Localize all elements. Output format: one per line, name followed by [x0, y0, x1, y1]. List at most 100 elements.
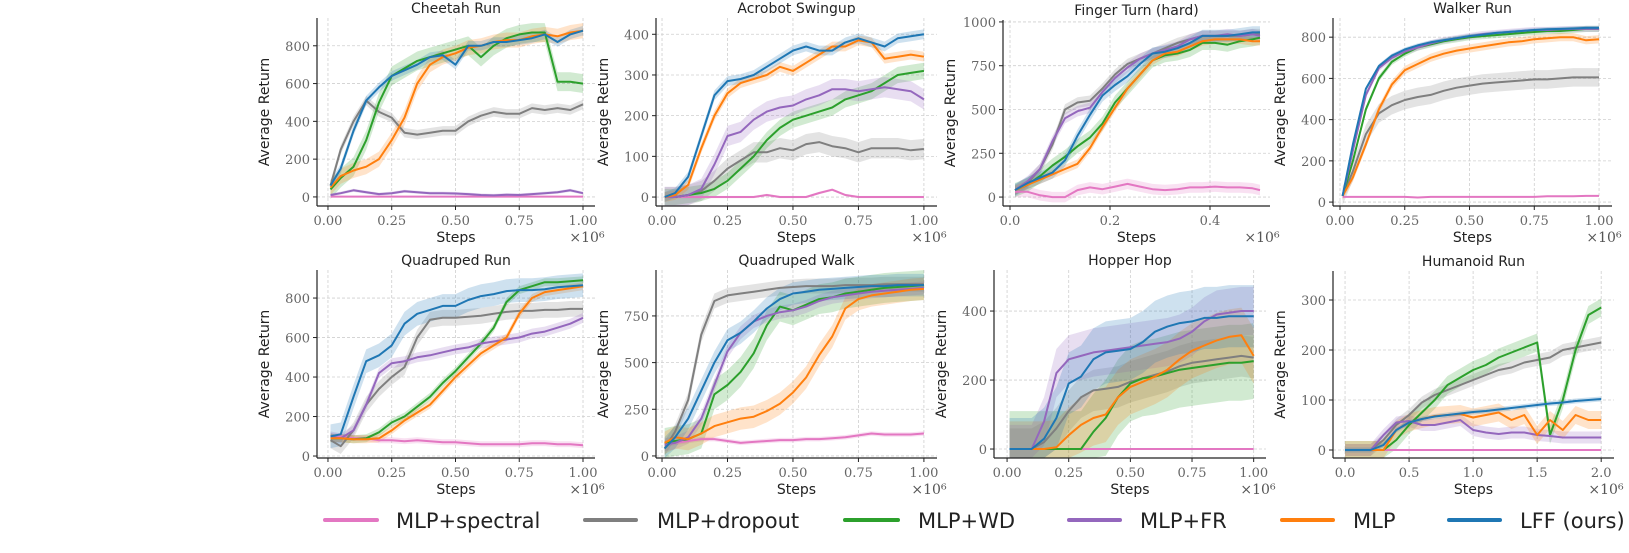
x-tick-label: 0.50 [441, 214, 470, 229]
x-tick-label: 0.0 [1000, 214, 1021, 229]
series-line-3 [330, 189, 584, 197]
y-axis-label: Average Return [596, 310, 612, 418]
y-tick-label: 800 [1301, 31, 1326, 46]
subplot-title: Walker Run [1433, 1, 1512, 17]
subplot-3: 0.00 0.25 0.50 0.75 1.00 0 200 400 600 800 Walker … [1273, 1, 1622, 246]
x-tick-label: 0.00 [648, 214, 677, 229]
y-tick-label: 100 [624, 150, 649, 165]
y-tick-label: 200 [624, 110, 649, 125]
y-tick-label: 0 [302, 191, 310, 206]
x-axis-label: Steps [1110, 482, 1149, 498]
y-tick-label: 750 [971, 60, 996, 75]
x-tick-label: 0.00 [313, 214, 342, 229]
x-tick-label: 0.00 [648, 466, 677, 481]
legend-label: MLP+FR [1140, 509, 1227, 533]
x-tick-label: 1.00 [569, 466, 598, 481]
x-tick-label: 0.4 [1200, 214, 1221, 229]
y-tick-label: 800 [285, 40, 310, 55]
y-tick-label: 300 [624, 69, 649, 84]
subplot-6: 0.00 0.25 0.50 0.75 1.00 0 200 400 Hopper Hop Ste… [934, 253, 1276, 498]
y-tick-label: 500 [971, 103, 996, 118]
x-tick-label: 0.25 [1390, 214, 1419, 229]
series-line-4 [664, 39, 925, 198]
legend: MLP+spectral MLP+dropout MLP+WD MLP+FR MLP LF… [323, 509, 1625, 533]
x-tick-label: 0.25 [377, 466, 406, 481]
series-line-2 [330, 279, 584, 441]
x-tick-label: 0.5 [1399, 466, 1420, 481]
y-tick-label: 100 [1301, 394, 1326, 409]
series-line-4 [1014, 38, 1260, 192]
legend-item: LFF (ours) [1447, 509, 1625, 533]
series-line-3 [330, 316, 584, 440]
x-tick-label: 0.25 [713, 466, 742, 481]
series-line-1 [1341, 76, 1599, 197]
series-band-4 [664, 277, 924, 455]
series-line-3 [664, 286, 924, 446]
series-line-3 [1009, 310, 1254, 450]
series-band-1 [330, 301, 584, 455]
series-line-4 [1341, 36, 1600, 197]
x-offset-label: ×10⁶ [1240, 482, 1276, 498]
x-tick-label: 0.50 [441, 466, 470, 481]
legend-label: MLP+dropout [657, 509, 799, 533]
series-band-1 [1009, 335, 1254, 458]
y-tick-label: 250 [624, 403, 649, 418]
y-axis-label: Average Return [257, 58, 273, 166]
series-line-5 [329, 29, 584, 187]
y-tick-label: 250 [971, 147, 996, 162]
y-axis-label: Average Return [934, 310, 950, 418]
y-tick-label: 200 [285, 153, 310, 168]
series-line-0 [664, 432, 924, 446]
x-axis-label: Steps [436, 482, 475, 498]
y-tick-label: 0 [302, 450, 310, 465]
series-line-1 [329, 307, 583, 448]
x-offset-label: ×10⁶ [569, 230, 605, 246]
series-line-2 [664, 69, 925, 198]
legend-label: LFF (ours) [1520, 509, 1625, 533]
series-line-0 [1015, 182, 1261, 199]
y-tick-label: 0 [979, 443, 987, 458]
y-tick-label: 400 [1301, 114, 1326, 129]
x-tick-label: 0.50 [778, 214, 807, 229]
series-line-2 [329, 31, 584, 191]
series-band-5 [1015, 26, 1260, 197]
y-tick-label: 600 [1301, 72, 1326, 87]
series-line-1 [1345, 341, 1602, 451]
series-line-4 [1345, 411, 1602, 451]
series-line-1 [664, 141, 924, 198]
subplot-title: Cheetah Run [411, 1, 501, 17]
series-line-5 [1009, 315, 1254, 450]
y-tick-label: 600 [285, 78, 310, 93]
y-tick-label: 750 [624, 310, 649, 325]
x-tick-label: 0.25 [713, 214, 742, 229]
x-tick-label: 1.5 [1527, 466, 1548, 481]
x-offset-label: ×10⁶ [1244, 230, 1280, 246]
x-tick-label: 0.75 [1178, 466, 1207, 481]
x-tick-label: 1.00 [909, 466, 938, 481]
subplot-title: Humanoid Run [1422, 254, 1525, 270]
y-axis-label: Average Return [1273, 58, 1289, 166]
series-line-1 [1009, 354, 1254, 450]
legend-item: MLP [1280, 509, 1395, 533]
x-axis-label: Steps [777, 482, 816, 498]
series-line-5 [663, 284, 924, 450]
legend-item: MLP+WD [843, 509, 1015, 533]
legend-item: MLP+FR [1067, 509, 1227, 533]
x-tick-label: 0.25 [377, 214, 406, 229]
y-tick-label: 400 [285, 371, 310, 386]
y-axis-label: Average Return [257, 310, 273, 418]
x-tick-label: 0.00 [993, 466, 1022, 481]
series-line-2 [1341, 27, 1599, 197]
x-offset-label: ×10⁶ [911, 482, 947, 498]
x-tick-label: 2.0 [1591, 466, 1612, 481]
x-tick-label: 1.00 [1585, 214, 1614, 229]
series-band-2 [330, 23, 584, 199]
x-tick-label: 0.50 [1455, 214, 1484, 229]
subplot-title: Finger Turn (hard) [1074, 3, 1198, 19]
x-tick-label: 0.50 [778, 466, 807, 481]
subplot-7: 0.0 0.5 1.0 1.5 2.0 0 100 200 300 Humanoid Run Ste… [1273, 254, 1624, 498]
series-band-5 [1009, 285, 1254, 458]
x-tick-label: 1.00 [569, 214, 598, 229]
